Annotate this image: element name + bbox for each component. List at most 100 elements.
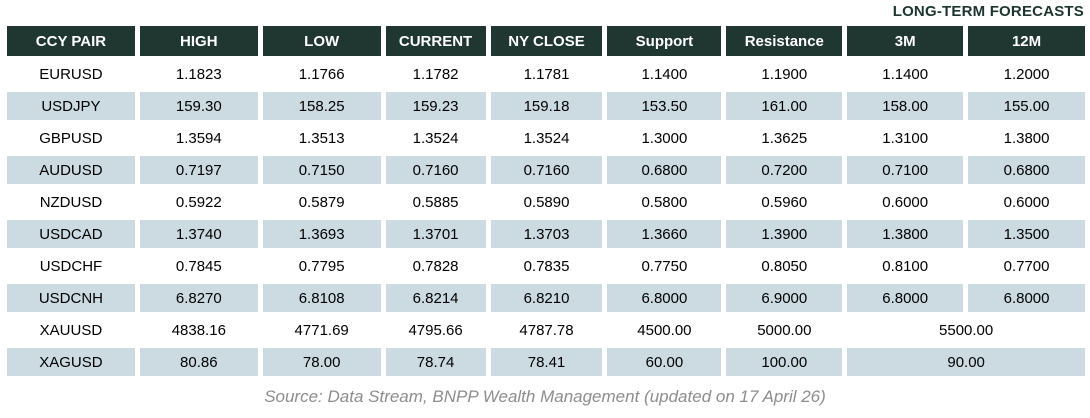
column-header-12m: 12M [968,26,1085,56]
cell-current: 1.1782 [385,60,486,88]
cell-12m: 1.3800 [968,124,1085,152]
cell-high: 0.5922 [139,188,258,216]
cell-ny-close: 0.7835 [490,252,603,280]
cell-ccy-pair: XAGUSD [7,348,135,376]
cell-ny-close: 159.18 [490,92,603,120]
cell-ccy-pair: USDCHF [7,252,135,280]
cell-support: 1.3000 [607,124,722,152]
cell-ny-close: 1.3524 [490,124,603,152]
table-header-row: CCY PAIR HIGH LOW CURRENT NY CLOSE Suppo… [7,26,1085,56]
cell-3m: 0.8100 [847,252,964,280]
cell-ny-close: 1.1781 [490,60,603,88]
table-row: XAUUSD 4838.16 4771.69 4795.66 4787.78 4500.0… [7,316,1085,344]
table-row: AUDUSD 0.7197 0.7150 0.7160 0.7160 0.6800 0.72… [7,156,1085,184]
cell-high: 1.3740 [139,220,258,248]
cell-3m: 6.8000 [847,284,964,312]
cell-current: 159.23 [385,92,486,120]
source-caption: Source: Data Stream, BNPP Wealth Managem… [264,387,826,406]
cell-low: 158.25 [262,92,381,120]
cell-ccy-pair: GBPUSD [7,124,135,152]
column-header-resistance: Resistance [726,26,843,56]
cell-3m: 158.00 [847,92,964,120]
cell-resistance: 0.7200 [726,156,843,184]
cell-12m: 1.3500 [968,220,1085,248]
cell-ccy-pair: USDCAD [7,220,135,248]
cell-current: 0.7160 [385,156,486,184]
cell-high: 6.8270 [139,284,258,312]
cell-support: 1.3660 [607,220,722,248]
table-row: USDCNH 6.8270 6.8108 6.8214 6.8210 6.8000 6.90… [7,284,1085,312]
table-row: USDCAD 1.3740 1.3693 1.3701 1.3703 1.3660 1.39… [7,220,1085,248]
cell-high: 80.86 [139,348,258,376]
cell-12m: 0.6000 [968,188,1085,216]
cell-high: 1.3594 [139,124,258,152]
table-row: USDJPY 159.30 158.25 159.23 159.18 153.50 161.… [7,92,1085,120]
cell-low: 4771.69 [262,316,381,344]
cell-low: 6.8108 [262,284,381,312]
cell-12m: 1.2000 [968,60,1085,88]
cell-12m: 155.00 [968,92,1085,120]
cell-3m: 1.1400 [847,60,964,88]
cell-support: 60.00 [607,348,722,376]
cell-high: 4838.16 [139,316,258,344]
cell-support: 0.7750 [607,252,722,280]
cell-3m: 0.6000 [847,188,964,216]
cell-resistance: 1.3625 [726,124,843,152]
cell-low: 1.1766 [262,60,381,88]
table-row: GBPUSD 1.3594 1.3513 1.3524 1.3524 1.3000 1.36… [7,124,1085,152]
cell-support: 6.8000 [607,284,722,312]
column-header-high: HIGH [139,26,258,56]
table-row: XAGUSD 80.86 78.00 78.74 78.41 60.00 100.00 90.… [7,348,1085,376]
cell-resistance: 1.1900 [726,60,843,88]
cell-resistance: 5000.00 [726,316,843,344]
column-header-ny-close: NY CLOSE [490,26,603,56]
cell-ny-close: 6.8210 [490,284,603,312]
cell-current: 78.74 [385,348,486,376]
fx-forecast-table: CCY PAIR HIGH LOW CURRENT NY CLOSE Suppo… [2,22,1090,380]
cell-ccy-pair: XAUUSD [7,316,135,344]
cell-support: 1.1400 [607,60,722,88]
cell-low: 0.5879 [262,188,381,216]
column-header-current: CURRENT [385,26,486,56]
cell-ccy-pair: AUDUSD [7,156,135,184]
column-header-3m: 3M [847,26,964,56]
cell-ny-close: 0.7160 [490,156,603,184]
cell-12m: 0.7700 [968,252,1085,280]
cell-high: 1.1823 [139,60,258,88]
cell-low: 0.7150 [262,156,381,184]
cell-low: 0.7795 [262,252,381,280]
column-header-low: LOW [262,26,381,56]
cell-3m: 0.7100 [847,156,964,184]
cell-resistance: 100.00 [726,348,843,376]
cell-resistance: 0.8050 [726,252,843,280]
cell-ny-close: 4787.78 [490,316,603,344]
cell-ny-close: 1.3703 [490,220,603,248]
cell-high: 159.30 [139,92,258,120]
cell-current: 4795.66 [385,316,486,344]
cell-ccy-pair: NZDUSD [7,188,135,216]
cell-3m: 1.3100 [847,124,964,152]
cell-support: 0.6800 [607,156,722,184]
cell-ny-close: 0.5890 [490,188,603,216]
cell-long-term-merged: 90.00 [847,348,1085,376]
cell-resistance: 0.5960 [726,188,843,216]
cell-long-term-merged: 5500.00 [847,316,1085,344]
cell-low: 1.3513 [262,124,381,152]
cell-support: 4500.00 [607,316,722,344]
cell-ccy-pair: USDCNH [7,284,135,312]
cell-12m: 6.8000 [968,284,1085,312]
table-row: EURUSD 1.1823 1.1766 1.1782 1.1781 1.1400 1.19… [7,60,1085,88]
cell-low: 1.3693 [262,220,381,248]
cell-resistance: 161.00 [726,92,843,120]
cell-high: 0.7845 [139,252,258,280]
cell-high: 0.7197 [139,156,258,184]
cell-current: 0.5885 [385,188,486,216]
cell-12m: 0.6800 [968,156,1085,184]
cell-current: 0.7828 [385,252,486,280]
cell-current: 1.3524 [385,124,486,152]
cell-current: 1.3701 [385,220,486,248]
cell-support: 0.5800 [607,188,722,216]
cell-resistance: 6.9000 [726,284,843,312]
cell-ccy-pair: EURUSD [7,60,135,88]
